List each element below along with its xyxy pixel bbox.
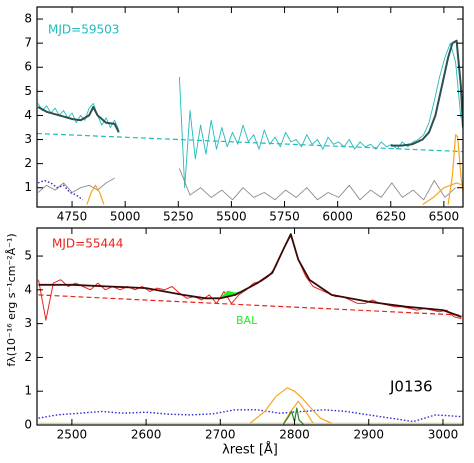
x-tick-label: 6250	[375, 210, 406, 224]
spectrum-line	[37, 168, 456, 201]
plot-area	[38, 233, 463, 425]
y-tick-label: 4	[24, 282, 32, 296]
x-tick-label: 5000	[110, 210, 141, 224]
x-tick-label: 5750	[269, 210, 300, 224]
spectrum-line	[37, 132, 463, 153]
spectrum-line	[37, 179, 84, 201]
x-tick-label: 4750	[57, 210, 88, 224]
y-tick-label: 4	[24, 108, 32, 122]
x-tick-label: 5500	[216, 210, 247, 224]
frame	[36, 227, 464, 426]
annotation-mjd-top: MJD=59503	[48, 23, 119, 37]
x-tick-label: 2600	[131, 428, 162, 442]
x-axis-label: λrest [Å]	[222, 442, 278, 458]
annotation-mjd-bottom: MJD=55444	[52, 237, 123, 251]
y-tick-label: 2	[24, 156, 32, 170]
y-tick-label: 1	[24, 384, 32, 398]
frame	[36, 6, 464, 208]
x-tick-label: 6000	[322, 210, 353, 224]
x-tick-label: 5250	[163, 210, 194, 224]
bal-label: BAL	[236, 314, 258, 327]
y-tick-label: 1	[24, 180, 32, 194]
x-tick-label: 2700	[205, 428, 236, 442]
y-tick-label: 2	[24, 350, 32, 364]
spectrum-line	[37, 42, 462, 189]
x-tick-label: 2900	[353, 428, 384, 442]
spectrum-line	[38, 409, 462, 423]
x-tick-label: 2500	[57, 428, 88, 442]
spectrum-line	[249, 387, 332, 424]
x-tick-label: 3000	[428, 428, 459, 442]
spectrum-line	[38, 294, 463, 316]
y-tick-label: 3	[24, 132, 32, 146]
y-tick-label: 0	[24, 418, 32, 432]
x-tick-label: 2800	[279, 428, 310, 442]
y-tick-label: 3	[24, 316, 32, 330]
spectrum-line	[37, 39, 463, 147]
object-label: J0136	[389, 378, 433, 396]
x-tick-label: 6500	[429, 210, 460, 224]
y-tick-label: 8	[24, 12, 32, 26]
y-axis-label: fλ(10⁻¹⁶ erg s⁻¹cm⁻²Å⁻¹)	[5, 233, 18, 366]
spectrum-line	[38, 233, 462, 318]
y-tick-label: 7	[24, 36, 32, 50]
y-tick-label: 6	[24, 60, 32, 74]
spectrum-line	[86, 134, 463, 206]
y-tick-label: 5	[24, 84, 32, 98]
spectrum-line	[282, 407, 304, 425]
plot-area	[37, 39, 463, 206]
y-tick-label: 5	[24, 249, 32, 263]
